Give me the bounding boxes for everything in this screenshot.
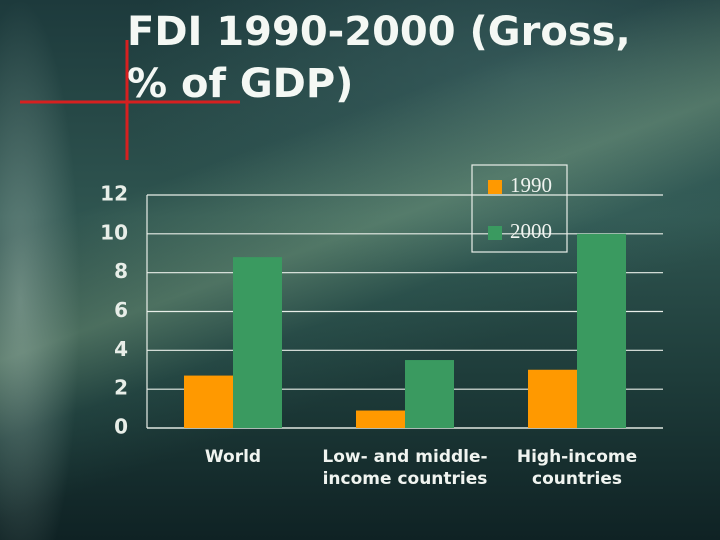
y-tick-label: 10 — [100, 220, 128, 244]
y-tick-label: 12 — [100, 182, 128, 206]
bar — [233, 257, 282, 428]
y-tick-label: 6 — [114, 298, 128, 322]
y-tick-label: 0 — [114, 415, 128, 439]
bar — [577, 233, 626, 428]
y-tick-label: 8 — [114, 259, 128, 283]
x-tick-label: World — [204, 447, 262, 467]
bar — [528, 369, 577, 428]
bar — [405, 360, 454, 428]
x-tick-label: Low- and middle-income countries — [322, 447, 488, 489]
legend-box — [471, 164, 568, 253]
slide-title: FDI 1990-2000 (Gross, % of GDP) — [127, 9, 631, 107]
legend-label: 2000 — [510, 219, 552, 243]
x-tick-label: High-income countries — [516, 447, 638, 489]
bar — [356, 410, 405, 428]
y-tick-label: 2 — [114, 376, 128, 400]
legend-label: 1990 — [510, 173, 552, 197]
bar — [184, 375, 233, 428]
legend-swatch — [488, 180, 502, 194]
legend-swatch — [488, 226, 502, 240]
y-tick-label: 4 — [114, 337, 128, 361]
